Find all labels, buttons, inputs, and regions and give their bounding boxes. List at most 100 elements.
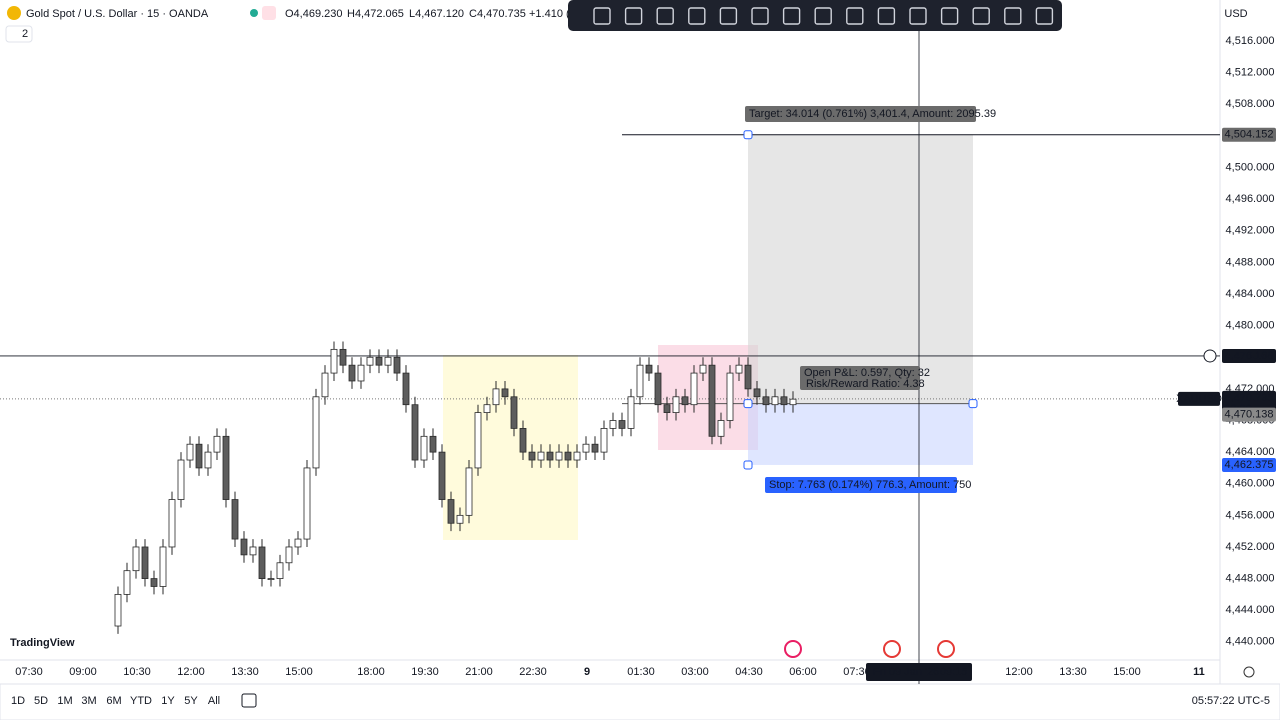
price-tag <box>1222 457 1276 472</box>
candle-body <box>393 356 401 374</box>
bottom-bar <box>0 683 1280 720</box>
range-button[interactable]: 6M <box>106 695 121 707</box>
tool-button[interactable] <box>719 7 738 25</box>
range-button[interactable]: 1Y <box>161 695 175 707</box>
candle-body <box>600 428 608 453</box>
y-tick-label: 4,512.000 <box>1226 67 1275 79</box>
candle-body <box>501 388 509 398</box>
x-tick-label: 07:30 <box>843 666 871 678</box>
candle-body <box>762 396 770 406</box>
tool-button[interactable] <box>877 7 896 25</box>
ohlc-value: H4,472.065 <box>347 8 404 20</box>
tool-button[interactable] <box>624 7 643 25</box>
position-label: Stop: 7.763 (0.174%) 776.3, Amount: 750 <box>769 479 971 491</box>
x-tick-label: 15:00 <box>285 666 313 678</box>
y-tick-label: 4,440.000 <box>1226 636 1275 648</box>
symbol-title: Gold Spot / U.S. Dollar · 15 · OANDA <box>26 8 209 20</box>
candle-body <box>564 451 572 461</box>
tool-button[interactable] <box>688 7 706 25</box>
candle-body <box>645 364 653 374</box>
x-tick-label: 19:30 <box>411 666 439 678</box>
indicator-count[interactable]: 2 <box>22 28 28 40</box>
ohlc-value: +1.410 ( <box>529 8 570 20</box>
candle-body <box>375 356 383 366</box>
crosshair-time: 09:15 <box>940 666 968 678</box>
symbol-tag <box>1178 391 1220 406</box>
candle-body <box>357 364 365 382</box>
tool-button[interactable] <box>751 7 769 25</box>
tool-button[interactable] <box>909 7 927 25</box>
tool-button[interactable] <box>846 7 864 25</box>
position-label: Open P&L: 0.597, Qty: 32 <box>804 367 930 379</box>
x-tick-label: 06:00 <box>789 666 817 678</box>
y-tick-label: 4,492.000 <box>1226 225 1275 237</box>
stop-zone <box>748 403 973 465</box>
x-tick-label: 03:00 <box>681 666 709 678</box>
event-icon[interactable] <box>883 640 901 658</box>
y-tick-label: 4,480.000 <box>1226 320 1275 332</box>
price-tag-label: 4,470.735 <box>1225 392 1274 404</box>
y-tick-label: 4,452.000 <box>1226 541 1275 553</box>
candle-body <box>285 546 293 564</box>
crosshair-date: Fri 09 Jan '26 <box>873 666 939 678</box>
handle <box>743 460 753 470</box>
x-tick-label: 18:00 <box>357 666 385 678</box>
calendar-button[interactable] <box>241 693 257 708</box>
range-button[interactable]: 1M <box>57 695 72 707</box>
price-tag-label: 4,504.152 <box>1225 129 1274 141</box>
settings-icon[interactable] <box>1243 666 1255 678</box>
label-bg <box>765 477 957 493</box>
highlight-box <box>443 355 578 540</box>
x-tick-label: 07:30 <box>15 666 43 678</box>
label-bg <box>745 106 976 122</box>
handle <box>968 399 978 409</box>
currency[interactable]: USD <box>1224 8 1247 20</box>
x-tick-label: 15:00 <box>1113 666 1141 678</box>
event-icon[interactable] <box>937 640 955 658</box>
position-label: Risk/Reward Ratio: 4.38 <box>806 378 925 390</box>
candle-body <box>735 364 743 374</box>
range-button[interactable]: 3M <box>81 695 96 707</box>
candle-body <box>474 412 482 469</box>
candle-body <box>654 372 662 406</box>
candle-body <box>519 428 527 453</box>
y-tick-label: 4,516.000 <box>1226 35 1275 47</box>
price-tag-label: 4,470.138 <box>1225 409 1274 421</box>
candle-body <box>708 364 716 437</box>
price-tag-label: 4,476.168 <box>1225 350 1274 362</box>
candle-body <box>168 499 176 548</box>
candle-body <box>303 467 311 540</box>
indicator-toggle[interactable] <box>5 25 33 43</box>
candle-body <box>492 388 500 406</box>
x-tick-label: 22:30 <box>519 666 547 678</box>
candle-body <box>321 372 329 398</box>
candle-body <box>771 396 779 406</box>
range-button[interactable]: 1D <box>11 695 25 707</box>
y-tick-label: 4,508.000 <box>1226 98 1275 110</box>
event-icon[interactable] <box>784 640 802 658</box>
candle-body <box>186 443 194 461</box>
candle-body <box>681 396 689 406</box>
candle-body <box>555 451 563 461</box>
tool-button[interactable] <box>814 7 832 25</box>
tool-button[interactable] <box>940 7 959 25</box>
candle-body <box>267 578 275 580</box>
range-button[interactable]: 5D <box>34 695 48 707</box>
crosshair-date-bg <box>866 663 972 681</box>
tool-button[interactable] <box>972 7 990 25</box>
range-button[interactable]: 5Y <box>184 695 198 707</box>
tool-button[interactable] <box>656 7 674 25</box>
tool-button[interactable] <box>593 7 611 25</box>
tool-button[interactable] <box>1004 7 1022 25</box>
candle-body <box>528 451 536 461</box>
range-button[interactable]: YTD <box>130 695 152 707</box>
candle-body <box>789 398 797 406</box>
tool-button[interactable] <box>782 7 801 25</box>
tool-button[interactable] <box>1035 7 1054 25</box>
candle-body <box>627 396 635 429</box>
candle-body <box>402 372 410 406</box>
range-button[interactable]: All <box>208 695 220 707</box>
candle-body <box>312 396 320 469</box>
candle-body <box>249 546 257 556</box>
